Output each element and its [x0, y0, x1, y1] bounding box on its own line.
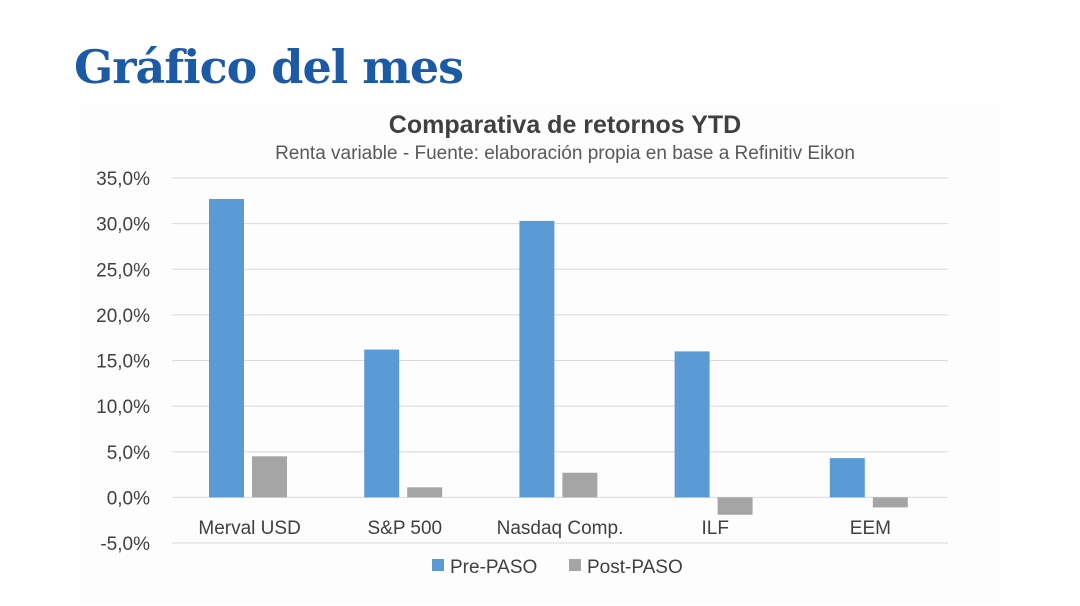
y-tick-label: 20,0% — [96, 306, 150, 327]
x-tick-label: S&P 500 — [367, 518, 442, 539]
legend-swatch — [569, 559, 581, 571]
chart-subtitle: Renta variable - Fuente: elaboración pro… — [275, 143, 855, 164]
bar-pre-paso — [674, 351, 710, 498]
page-title: Gráfico del mes — [74, 40, 464, 94]
bar-pre-paso — [829, 458, 865, 498]
x-tick-label: EEM — [850, 518, 891, 539]
bar-pre-paso — [209, 198, 244, 498]
x-tick-label: Nasdaq Comp. — [497, 518, 624, 539]
y-tick-label: -5,0% — [100, 534, 150, 555]
x-tick-label: ILF — [701, 518, 728, 539]
y-tick-label: 5,0% — [107, 443, 150, 464]
bar-post-paso — [872, 497, 908, 508]
bar-post-paso — [717, 497, 753, 515]
y-tick-label: 30,0% — [96, 215, 150, 236]
legend-swatch — [432, 559, 444, 571]
bar-post-paso — [562, 472, 598, 498]
y-tick-label: 15,0% — [96, 352, 150, 373]
legend-label: Post-PASO — [587, 557, 683, 578]
y-tick-label: 25,0% — [96, 260, 150, 281]
legend-label: Pre-PASO — [450, 557, 537, 578]
y-tick-label: 35,0% — [96, 169, 150, 190]
chart-title: Comparativa de retornos YTD — [389, 111, 741, 139]
y-tick-label: 0,0% — [107, 488, 150, 509]
bar-post-paso — [407, 487, 443, 498]
y-tick-label: 10,0% — [96, 397, 150, 418]
bar-post-paso — [252, 456, 287, 498]
bar-pre-paso — [364, 349, 400, 498]
bar-pre-paso — [519, 220, 555, 498]
x-tick-label: Merval USD — [198, 518, 300, 539]
